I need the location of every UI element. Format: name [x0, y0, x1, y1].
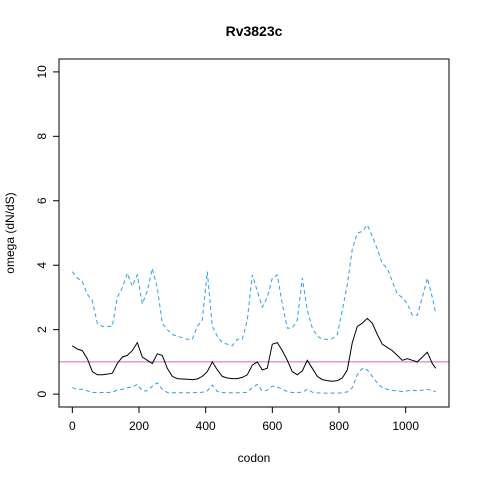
y-tick-label: 8 [35, 133, 49, 140]
y-tick-label: 2 [35, 326, 49, 333]
lower-ci-line [72, 367, 436, 394]
y-tick-label: 6 [35, 197, 49, 204]
y-axis-label: omega (dN/dS) [3, 192, 17, 273]
x-tick-label: 600 [262, 419, 282, 433]
y-tick-label: 4 [35, 262, 49, 269]
x-tick-label: 200 [129, 419, 149, 433]
y-tick-label: 0 [35, 390, 49, 397]
y-tick-label: 10 [35, 65, 49, 79]
x-tick-label: 400 [196, 419, 216, 433]
upper-ci-line [71, 223, 437, 347]
omega-line [72, 317, 437, 382]
x-tick-label: 0 [69, 419, 76, 433]
x-tick-label: 800 [329, 419, 349, 433]
x-axis-label: codon [238, 451, 271, 465]
plot-frame [58, 58, 450, 408]
chart-title: Rv3823c [226, 23, 283, 39]
plot-area [59, 223, 449, 394]
x-tick-label: 1000 [392, 419, 419, 433]
